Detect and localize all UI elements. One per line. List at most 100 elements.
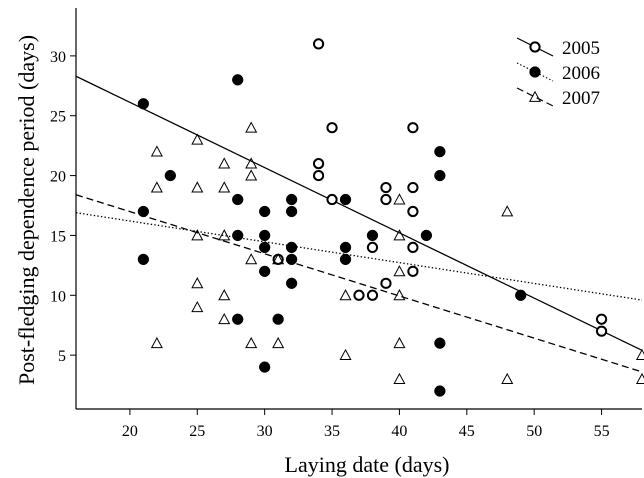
point-2007 <box>272 336 285 349</box>
point-2007 <box>501 205 514 217</box>
point-2006 <box>515 289 527 301</box>
regression-lines <box>75 75 643 373</box>
point-2006 <box>259 205 271 218</box>
x-tick-label: 45 <box>459 423 475 440</box>
legend-label-2006: 2006 <box>562 63 600 84</box>
point-2007 <box>393 193 406 205</box>
x-tick-label: 50 <box>526 423 542 440</box>
x-axis-title: Laying date (days) <box>285 452 450 477</box>
x-tick-label: 30 <box>257 423 273 440</box>
point-2006 <box>366 229 379 242</box>
legend-marker-2005 <box>529 41 541 53</box>
point-2007 <box>272 253 285 265</box>
y-tick-label: 20 <box>50 169 66 186</box>
point-2006 <box>272 313 284 325</box>
data-points <box>137 38 644 397</box>
point-2007 <box>191 301 204 313</box>
point-2005 <box>312 38 325 50</box>
point-2007 <box>150 336 163 349</box>
x-tick-label: 55 <box>594 423 610 440</box>
point-2006 <box>434 145 446 158</box>
legend-label-2005: 2005 <box>562 38 600 59</box>
point-2005 <box>312 169 325 182</box>
point-2006 <box>232 229 244 242</box>
point-2005 <box>380 277 392 289</box>
point-2006 <box>259 229 271 242</box>
point-2005 <box>380 181 392 194</box>
point-2006 <box>137 98 150 110</box>
x-tick-label: 35 <box>324 423 340 440</box>
point-2006 <box>339 253 352 266</box>
legend-marker-2007 <box>528 90 542 102</box>
point-2006 <box>339 241 352 254</box>
point-2007 <box>393 336 406 349</box>
point-2007 <box>218 229 231 241</box>
point-2005 <box>380 193 392 206</box>
point-2007 <box>339 289 352 301</box>
point-2005 <box>407 122 419 134</box>
x-tick-label: 20 <box>122 423 138 440</box>
point-2007 <box>393 229 406 241</box>
point-2007 <box>150 181 163 193</box>
point-2007 <box>191 181 204 193</box>
point-2006 <box>285 277 298 289</box>
point-2005 <box>326 193 338 206</box>
y-axis-title: Post-fledging dependence period (days) <box>14 35 39 385</box>
y-tick-label: 15 <box>50 228 66 245</box>
point-2006 <box>434 385 446 397</box>
legend-line-2006 <box>516 62 554 82</box>
point-2007 <box>245 336 258 349</box>
point-2006 <box>285 193 298 206</box>
point-2007 <box>393 265 406 277</box>
point-2005 <box>407 265 419 277</box>
point-2007 <box>635 348 644 361</box>
point-2006 <box>137 205 150 218</box>
point-2006 <box>434 337 446 349</box>
point-2006 <box>420 229 433 242</box>
point-2007 <box>191 277 204 289</box>
point-2006 <box>232 74 244 86</box>
point-2006 <box>285 253 298 266</box>
point-2007 <box>245 253 258 265</box>
point-2005 <box>353 289 365 301</box>
legend: 2005 2006 2007 <box>516 37 600 109</box>
legend-line-2007 <box>516 87 554 107</box>
point-2007 <box>393 289 406 301</box>
point-2006 <box>232 313 244 325</box>
point-2007 <box>393 372 406 384</box>
point-2007 <box>218 312 231 325</box>
x-tick-label: 25 <box>189 423 205 440</box>
fit-line-2005 <box>75 75 643 351</box>
y-tick-label: 25 <box>50 109 66 126</box>
point-2007 <box>501 372 514 384</box>
point-2007 <box>245 121 258 133</box>
point-2005 <box>326 122 338 134</box>
point-2006 <box>259 241 271 254</box>
point-2007 <box>635 372 644 384</box>
y-tick-label: 30 <box>50 49 66 66</box>
point-2005 <box>366 289 379 301</box>
point-2005 <box>407 241 419 254</box>
y-tick-label: 10 <box>50 288 66 305</box>
point-2007 <box>218 157 231 169</box>
point-2006 <box>259 265 271 277</box>
point-2007 <box>150 145 163 157</box>
point-2006 <box>232 193 244 206</box>
point-2006 <box>434 169 446 182</box>
point-2007 <box>191 229 204 241</box>
point-2005 <box>595 313 608 325</box>
point-2006 <box>259 361 271 373</box>
point-2005 <box>407 181 419 194</box>
point-2005 <box>407 205 419 218</box>
point-2007 <box>245 157 258 169</box>
point-2005 <box>312 158 325 170</box>
point-2006 <box>137 253 150 266</box>
x-tick-label: 40 <box>391 423 407 440</box>
point-2007 <box>339 348 352 361</box>
point-2006 <box>285 241 298 254</box>
point-2005 <box>595 325 608 337</box>
point-2007 <box>191 133 204 145</box>
fit-line-2006 <box>75 212 643 301</box>
